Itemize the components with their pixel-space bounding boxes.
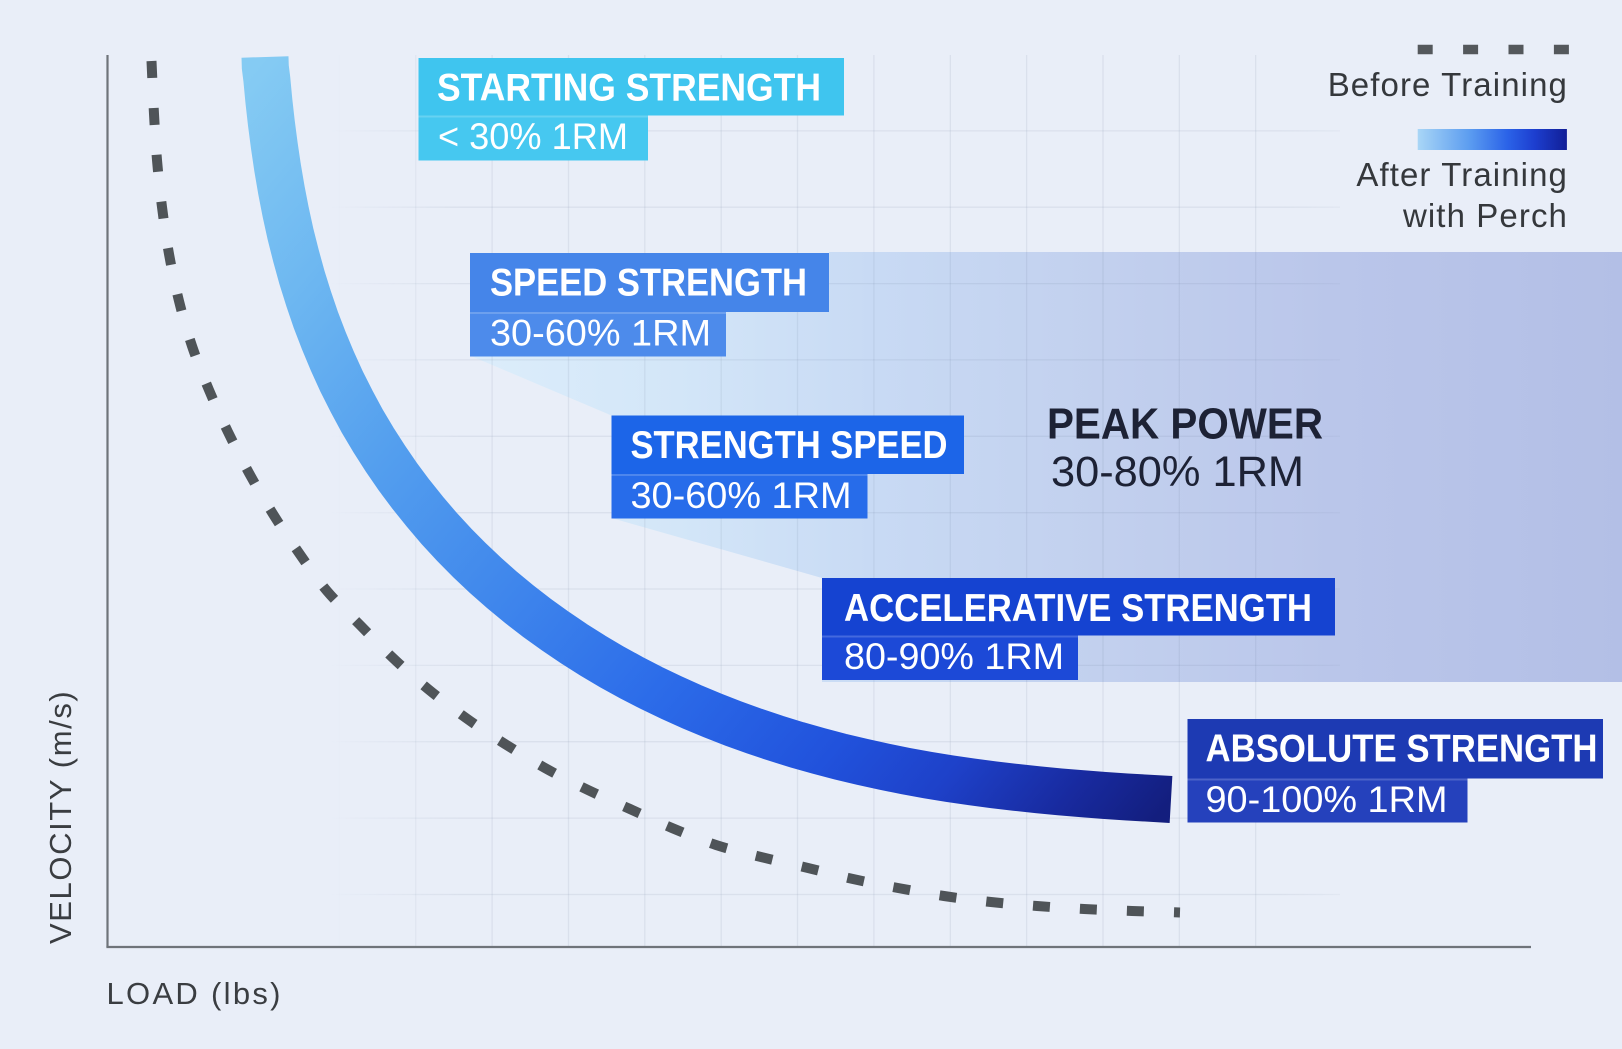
svg-text:STARTING STRENGTH: STARTING STRENGTH xyxy=(437,67,821,110)
svg-text:Before Training: Before Training xyxy=(1328,66,1568,103)
svg-text:STRENGTH SPEED: STRENGTH SPEED xyxy=(631,424,948,467)
svg-text:with Perch: with Perch xyxy=(1402,197,1568,234)
svg-text:After Training: After Training xyxy=(1356,156,1568,193)
svg-text:< 30% 1RM: < 30% 1RM xyxy=(438,116,628,157)
svg-text:ABSOLUTE STRENGTH: ABSOLUTE STRENGTH xyxy=(1206,728,1598,771)
svg-text:80-90% 1RM: 80-90% 1RM xyxy=(844,636,1064,677)
svg-text:30-60% 1RM: 30-60% 1RM xyxy=(631,475,852,516)
svg-text:LOAD (lbs): LOAD (lbs) xyxy=(107,976,283,1011)
svg-text:30-60% 1RM: 30-60% 1RM xyxy=(490,313,711,354)
svg-text:SPEED STRENGTH: SPEED STRENGTH xyxy=(490,262,807,305)
svg-text:PEAK POWER: PEAK POWER xyxy=(1047,400,1323,449)
svg-text:30-80% 1RM: 30-80% 1RM xyxy=(1051,448,1304,496)
svg-text:ACCELERATIVE STRENGTH: ACCELERATIVE STRENGTH xyxy=(844,587,1312,630)
svg-text:VELOCITY (m/s): VELOCITY (m/s) xyxy=(43,690,78,944)
svg-text:90-100% 1RM: 90-100% 1RM xyxy=(1206,779,1448,820)
